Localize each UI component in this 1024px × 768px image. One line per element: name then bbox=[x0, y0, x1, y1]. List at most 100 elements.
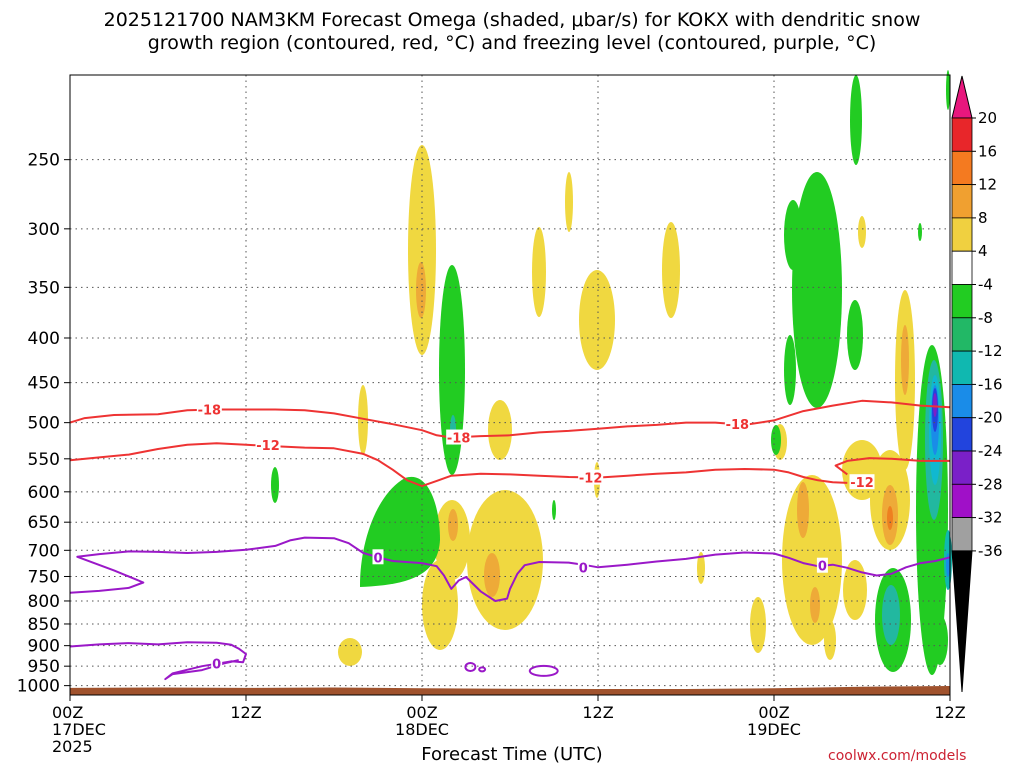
x-tick-label: 00Z bbox=[52, 703, 83, 722]
y-axis-ticks: 2503003504004505005506006507007508008509… bbox=[17, 151, 70, 697]
y-tick-label: 1000 bbox=[17, 677, 60, 697]
omega-blob-yellow bbox=[662, 222, 680, 318]
contour-label: 0 bbox=[579, 561, 588, 576]
chart-title-line-2: growth region (contoured, red, °C) and f… bbox=[147, 32, 877, 54]
omega-blob-yellow bbox=[782, 475, 842, 645]
omega-blob-yellow bbox=[579, 270, 615, 370]
colorbar-arrow-bottom bbox=[951, 550, 973, 693]
y-tick-label: 300 bbox=[28, 220, 60, 240]
omega-blob-orange bbox=[810, 587, 820, 623]
y-tick-label: 550 bbox=[28, 450, 60, 470]
y-tick-label: 500 bbox=[28, 414, 60, 434]
omega-blob-green bbox=[784, 335, 796, 405]
x-tick-label: 18DEC bbox=[395, 720, 449, 739]
omega-blob-green bbox=[771, 425, 781, 455]
colorbar-label: 20 bbox=[978, 109, 997, 127]
chart-title-line-1: 2025121700 NAM3KM Forecast Omega (shaded… bbox=[103, 9, 921, 31]
y-tick-label: 950 bbox=[28, 657, 60, 677]
omega-blob-yellow bbox=[358, 385, 368, 455]
colorbar-segment bbox=[951, 117, 973, 152]
contour-label: -12 bbox=[850, 476, 874, 491]
omega-blob-orange bbox=[416, 262, 426, 318]
y-tick-label: 850 bbox=[28, 615, 60, 635]
contour-label-bg bbox=[446, 429, 472, 445]
contour-label: -18 bbox=[726, 418, 750, 433]
colorbar: 20 16 12 8 4 -4 -8 -12 -16 -20 -24 -28 -32 -36 bbox=[951, 75, 1003, 693]
contour-label: 0 bbox=[212, 657, 221, 672]
colorbar-segment bbox=[951, 417, 973, 452]
omega-blob-yellow bbox=[408, 145, 436, 355]
omega-blob-green bbox=[784, 200, 802, 270]
colorbar-segment bbox=[951, 184, 973, 219]
omega-blob-orange bbox=[484, 553, 500, 597]
omega-blob-green bbox=[792, 172, 842, 408]
colorbar-label: 4 bbox=[978, 242, 988, 260]
x-tick-label: 17DEC bbox=[52, 720, 106, 739]
x-tick-label: 19DEC bbox=[747, 720, 801, 739]
contour-label-bg bbox=[849, 474, 875, 490]
contour-label: 0 bbox=[373, 551, 382, 566]
colorbar-label: 12 bbox=[978, 176, 997, 194]
omega-blob-yellow bbox=[488, 400, 512, 460]
omega-blob-dark-orange bbox=[887, 506, 893, 530]
colorbar-segment bbox=[951, 150, 973, 186]
x-axis-label: Forecast Time (UTC) bbox=[421, 744, 603, 765]
colorbar-segment bbox=[951, 517, 973, 552]
omega-blob-green bbox=[552, 500, 556, 520]
source-url: coolwx.com/models bbox=[828, 748, 967, 764]
x-tick-label: 00Z bbox=[406, 703, 437, 722]
x-tick-label: 12Z bbox=[582, 703, 613, 722]
omega-core-teal bbox=[882, 585, 900, 645]
colorbar-segment bbox=[951, 217, 973, 252]
omega-blob-green bbox=[271, 467, 279, 503]
y-tick-label: 450 bbox=[28, 374, 60, 394]
colorbar-segment bbox=[951, 250, 973, 285]
omega-blob-yellow bbox=[843, 560, 867, 620]
colorbar-label: -8 bbox=[978, 309, 993, 327]
colorbar-label: -36 bbox=[978, 542, 1003, 560]
contour-label: -18 bbox=[198, 404, 222, 419]
y-tick-label: 600 bbox=[28, 483, 60, 503]
freezing-level-loop bbox=[528, 664, 559, 677]
contour-label: -18 bbox=[447, 432, 471, 447]
y-tick-label: 750 bbox=[28, 567, 60, 587]
contour-label: -12 bbox=[256, 439, 280, 454]
omega-blob-green bbox=[847, 300, 863, 370]
colorbar-segment bbox=[951, 483, 973, 518]
omega-blob-yellow bbox=[532, 227, 546, 317]
contour--12c-isotherm-upper- bbox=[834, 457, 950, 476]
omega-shading bbox=[271, 70, 952, 675]
contour-label-bg bbox=[255, 436, 281, 452]
omega-blob-green bbox=[932, 615, 948, 665]
y-tick-label: 650 bbox=[28, 513, 60, 533]
x-tick-label: 12Z bbox=[934, 703, 965, 722]
colorbar-segment bbox=[951, 383, 973, 419]
contour-labels: -18 -18 -18 -12 -12 -12 0 0 0 0 bbox=[196, 401, 875, 672]
plot-frame bbox=[69, 74, 951, 696]
plot-border bbox=[69, 74, 951, 696]
contour-label-bg bbox=[816, 557, 828, 573]
omega-blob-orange bbox=[901, 325, 909, 395]
y-tick-label: 900 bbox=[28, 637, 60, 657]
contour-label: -12 bbox=[579, 472, 603, 487]
y-tick-label: 400 bbox=[28, 329, 60, 349]
colorbar-label: 16 bbox=[978, 142, 997, 160]
omega-blob-green bbox=[360, 476, 440, 587]
colorbar-label: -32 bbox=[978, 509, 1003, 527]
omega-blob-yellow bbox=[858, 216, 866, 248]
freezing-level-loop bbox=[478, 666, 487, 673]
grid-lines bbox=[70, 75, 950, 695]
colorbar-segment bbox=[951, 317, 973, 352]
y-tick-label: 250 bbox=[28, 151, 60, 171]
contour-label: 0 bbox=[818, 560, 827, 575]
omega-blob-yellow bbox=[565, 172, 573, 232]
contour-label-bg bbox=[578, 469, 604, 485]
omega-blob-orange bbox=[448, 509, 458, 541]
omega-blob-yellow bbox=[824, 620, 836, 660]
colorbar-segment bbox=[951, 284, 973, 319]
colorbar-label: -28 bbox=[978, 475, 1003, 493]
omega-blob-yellow bbox=[750, 597, 766, 653]
y-tick-label: 350 bbox=[28, 278, 60, 298]
colorbar-label: -12 bbox=[978, 342, 1003, 360]
